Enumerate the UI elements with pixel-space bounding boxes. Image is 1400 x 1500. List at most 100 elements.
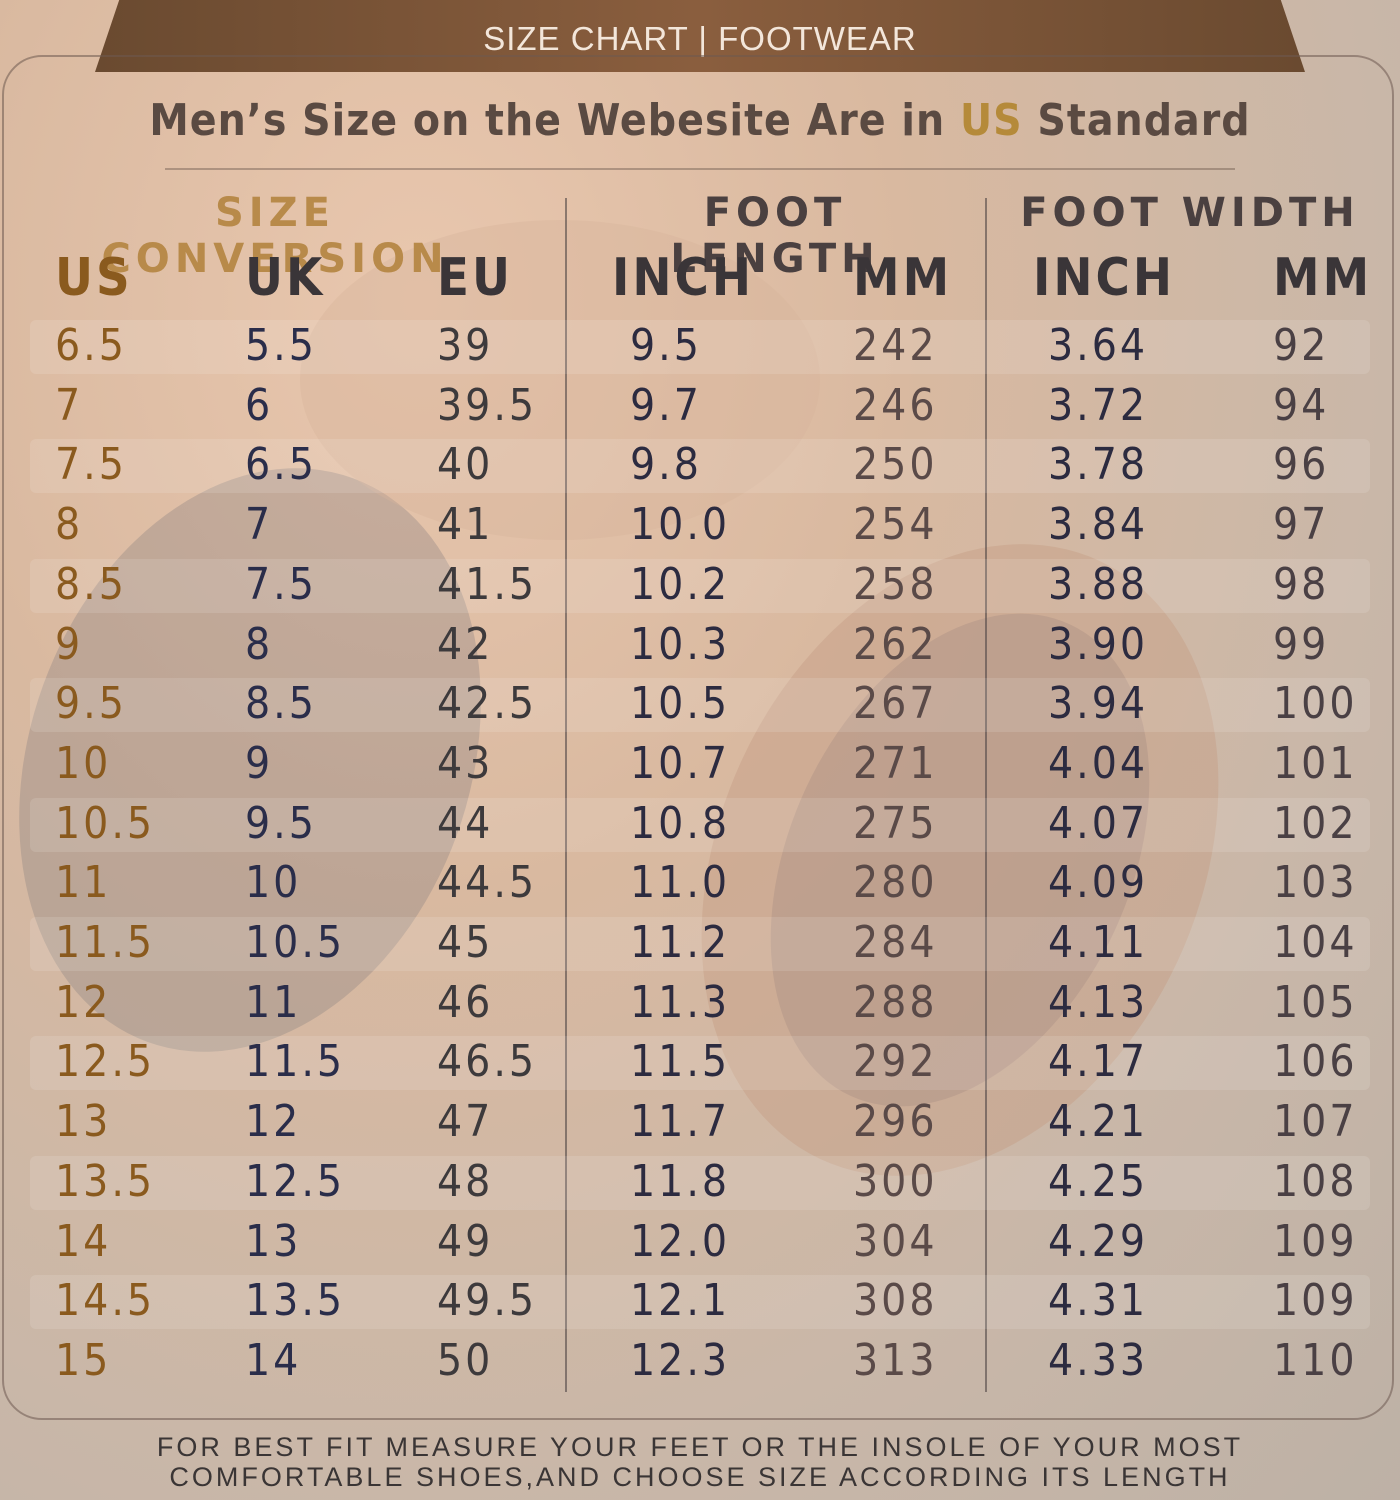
table-cell: 103: [1273, 857, 1358, 909]
group-header: FOOT WIDTH: [1020, 190, 1360, 236]
table-cell: 11.3: [630, 976, 731, 1028]
row-stripe: [30, 1275, 1370, 1330]
table-cell: 13.5: [245, 1275, 346, 1327]
column-header: US: [55, 248, 133, 308]
table-cell: 250: [853, 439, 938, 491]
table-cell: 109: [1273, 1215, 1358, 1267]
table-cell: 10.2: [630, 558, 731, 610]
table-cell: 102: [1273, 797, 1358, 849]
table-cell: 5.5: [245, 320, 317, 371]
table-cell: 13: [245, 1215, 302, 1267]
column-divider: [565, 198, 567, 1392]
table-cell: 10.7: [630, 737, 731, 789]
row-stripe: [30, 1155, 1370, 1210]
table-cell: 4.04: [1048, 737, 1149, 789]
table-cell: 92: [1273, 320, 1330, 371]
footer-line: COMFORTABLE SHOES,AND CHOOSE SIZE ACCORD…: [169, 1462, 1231, 1492]
table-cell: 12: [245, 1096, 302, 1148]
row-stripe: [30, 558, 1370, 613]
table-cell: 48: [437, 1155, 494, 1207]
table-cell: 6: [245, 379, 274, 431]
table-cell: 100: [1273, 678, 1358, 730]
table-cell: 246: [853, 379, 938, 431]
row-stripe: [30, 1036, 1370, 1091]
table-cell: 9.5: [55, 678, 127, 730]
table-cell: 46.5: [437, 1036, 538, 1088]
group-header: FOOT LENGTH: [670, 190, 880, 282]
table-cell: 106: [1273, 1036, 1358, 1088]
table-cell: 45: [437, 917, 494, 968]
table-cell: 10: [55, 737, 112, 789]
table-cell: 6.5: [245, 439, 317, 491]
table-cell: 4.11: [1048, 917, 1149, 968]
table-cell: 41.5: [437, 558, 538, 610]
table-cell: 10.5: [630, 678, 731, 730]
table-cell: 14.5: [55, 1275, 156, 1327]
table-cell: 7.5: [245, 558, 317, 610]
divider: [165, 168, 1235, 170]
column-header: EU: [437, 248, 513, 308]
table-cell: 49: [437, 1215, 494, 1267]
table-cell: 97: [1273, 499, 1330, 551]
table-cell: 11.5: [630, 1036, 731, 1088]
table-cell: 254: [853, 499, 938, 551]
column-header: INCH: [612, 248, 755, 308]
row-stripe: [30, 678, 1370, 733]
table-cell: 275: [853, 797, 938, 849]
table-cell: 300: [853, 1155, 938, 1207]
column-header: MM: [853, 248, 953, 308]
table-cell: 47: [437, 1096, 494, 1148]
table-cell: 4.21: [1048, 1096, 1149, 1148]
table-cell: 11.5: [55, 917, 156, 968]
table-cell: 288: [853, 976, 938, 1028]
table-cell: 10: [245, 857, 302, 909]
table-cell: 107: [1273, 1096, 1358, 1148]
table-cell: 110: [1273, 1334, 1358, 1386]
column-divider: [985, 198, 987, 1392]
table-cell: 308: [853, 1275, 938, 1327]
table-cell: 8: [55, 499, 84, 551]
table-cell: 94: [1273, 379, 1330, 431]
table-cell: 11.5: [245, 1036, 346, 1088]
table-cell: 4.09: [1048, 857, 1149, 909]
row-stripe: [30, 320, 1370, 374]
table-cell: 6.5: [55, 320, 127, 371]
table-cell: 12.0: [630, 1215, 731, 1267]
table-cell: 4.31: [1048, 1275, 1149, 1327]
table-cell: 3.88: [1048, 558, 1149, 610]
table-cell: 105: [1273, 976, 1358, 1028]
table-cell: 12.3: [630, 1334, 731, 1386]
table-cell: 11.0: [630, 857, 731, 909]
column-header: MM: [1273, 248, 1373, 308]
table-cell: 3.94: [1048, 678, 1149, 730]
table-cell: 9: [55, 618, 84, 670]
table-cell: 280: [853, 857, 938, 909]
table-cell: 43: [437, 737, 494, 789]
table-cell: 11.8: [630, 1155, 731, 1207]
table-cell: 11.2: [630, 917, 731, 968]
table-cell: 10.5: [55, 797, 156, 849]
table-cell: 44: [437, 797, 494, 849]
table-cell: 10.5: [245, 917, 346, 968]
table-cell: 271: [853, 737, 938, 789]
column-header: UK: [245, 248, 326, 308]
table-cell: 44.5: [437, 857, 538, 909]
heading-highlight: US: [959, 95, 1023, 146]
table-cell: 108: [1273, 1155, 1358, 1207]
table-cell: 14: [245, 1334, 302, 1386]
table-cell: 3.78: [1048, 439, 1149, 491]
table-cell: 7: [55, 379, 84, 431]
heading-text: Standard: [1037, 95, 1251, 146]
table-cell: 104: [1273, 917, 1358, 968]
table-cell: 4.29: [1048, 1215, 1149, 1267]
table-cell: 9.5: [245, 797, 317, 849]
table-cell: 296: [853, 1096, 938, 1148]
table-cell: 4.17: [1048, 1036, 1149, 1088]
table-cell: 262: [853, 618, 938, 670]
table-cell: 3.90: [1048, 618, 1149, 670]
frame: [2, 55, 1394, 1420]
table-cell: 8: [245, 618, 274, 670]
table-cell: 12.1: [630, 1275, 731, 1327]
table-cell: 242: [853, 320, 938, 371]
table-cell: 4.25: [1048, 1155, 1149, 1207]
